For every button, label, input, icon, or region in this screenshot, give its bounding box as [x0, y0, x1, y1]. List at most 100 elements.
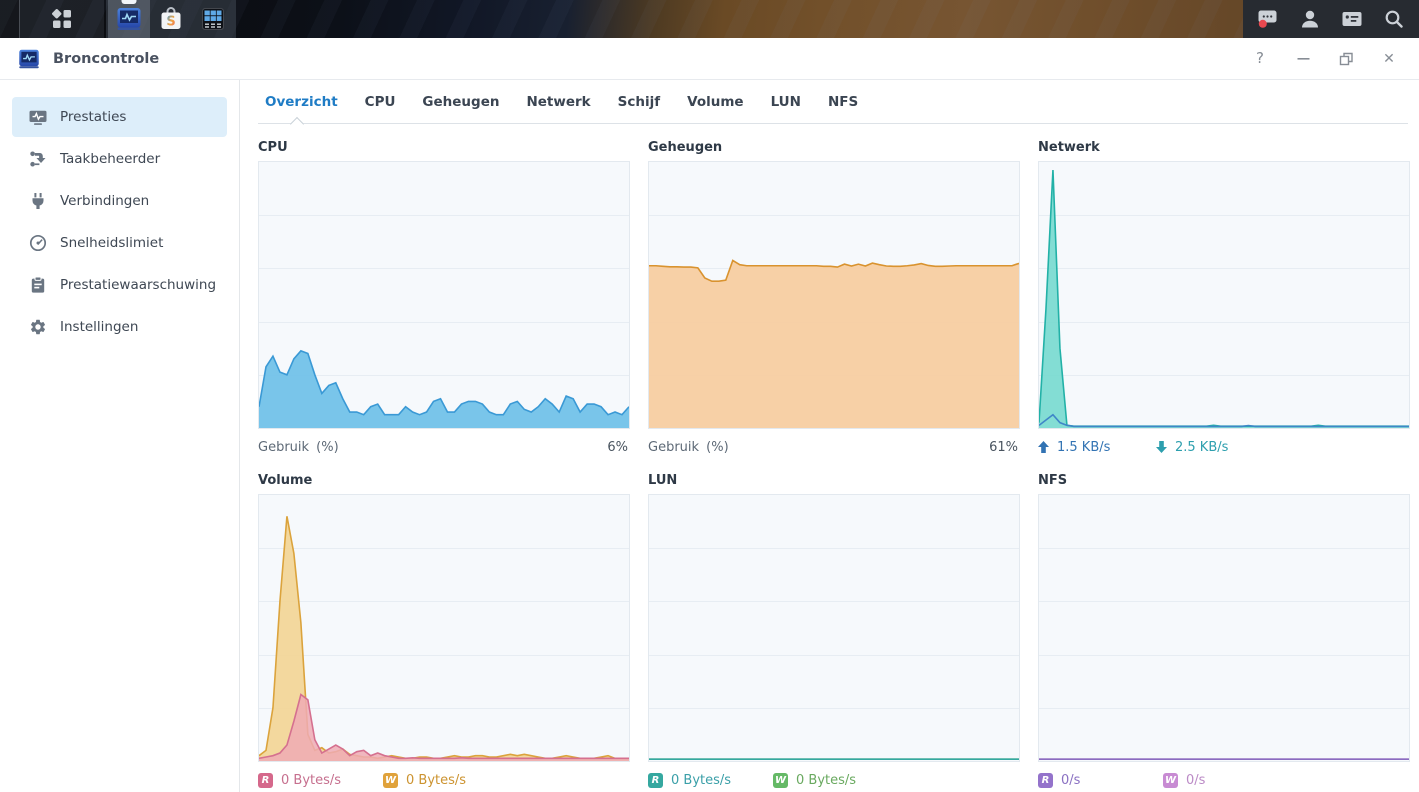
cpu-legend: Gebruik (%) 6%: [258, 439, 628, 455]
taskbar-app-resource-monitor[interactable]: [108, 0, 150, 38]
sidebar-item-label: Prestatiewaarschuwing: [60, 277, 217, 293]
sidebar-item-snelheidslimiet[interactable]: Snelheidslimiet: [12, 223, 227, 263]
lun-legend: R 0 Bytes/s W 0 Bytes/s: [648, 771, 1020, 789]
close-button[interactable]: ✕: [1381, 51, 1397, 67]
panel-cpu: CPU Gebruik (%) 6%: [258, 140, 630, 456]
read-badge: R: [648, 772, 663, 788]
help-button[interactable]: ?: [1252, 51, 1268, 67]
memory-usage-value: 61%: [989, 439, 1018, 455]
tab-netwerk[interactable]: Netwerk: [526, 94, 591, 110]
task-manager-icon: [29, 150, 47, 168]
window-titlebar[interactable]: Broncontrole ? ✕: [0, 38, 1419, 80]
app-grid-icon: [202, 8, 224, 30]
sidebar-item-prestaties[interactable]: Prestaties: [12, 97, 227, 137]
panel-netwerk: Netwerk 1.5 KB/s: [1038, 140, 1410, 456]
user-icon: [1302, 10, 1318, 28]
panel-title: Geheugen: [648, 140, 723, 155]
sidebar-item-label: Taakbeheerder: [60, 151, 161, 167]
show-desktop-edge[interactable]: [0, 0, 20, 38]
memory-legend: Gebruik (%) 61%: [648, 439, 1018, 455]
panel-lun: LUN R 0 Bytes/s W 0 By: [648, 473, 1020, 789]
tab-overzicht[interactable]: Overzicht: [265, 94, 338, 110]
nfs-write-rate: 0/s: [1186, 772, 1206, 788]
nfs-read-rate: 0/s: [1061, 772, 1081, 788]
nfs-chart: [1038, 494, 1410, 762]
panel-volume: Volume R 0 Bytes/s W 0: [258, 473, 630, 789]
read-badge: R: [1038, 772, 1053, 788]
sidebar: Prestaties Taakbeheerder: [0, 80, 240, 792]
gear-icon: [29, 318, 47, 336]
download-rate: 2.5 KB/s: [1175, 439, 1229, 455]
panel-title: Netwerk: [1038, 140, 1100, 155]
tab-bar: Overzicht CPU Geheugen Netwerk Schijf Vo…: [240, 80, 1419, 132]
plug-icon: [29, 192, 47, 210]
open-apps-group: S: [106, 0, 236, 38]
search-icon: [1385, 10, 1403, 28]
package-center-icon: S: [161, 7, 181, 30]
volume-chart: [258, 494, 630, 762]
main-menu-button[interactable]: [20, 0, 104, 38]
minimize-button[interactable]: [1295, 51, 1311, 67]
panel-title: LUN: [648, 473, 678, 488]
minimize-icon: [1297, 58, 1309, 60]
restore-button[interactable]: [1338, 51, 1354, 67]
chat-notification-icon: [1258, 10, 1277, 28]
sidebar-item-taakbeheerder[interactable]: Taakbeheerder: [12, 139, 227, 179]
sidebar-item-prestatiewaarschuwing[interactable]: Prestatiewaarschuwing: [12, 265, 227, 305]
panel-title: Volume: [258, 473, 313, 488]
read-badge: R: [258, 772, 273, 788]
panel-title: CPU: [258, 140, 288, 155]
window-title: Broncontrole: [53, 50, 160, 67]
main-content: Overzicht CPU Geheugen Netwerk Schijf Vo…: [240, 80, 1419, 792]
taskbar-tray: [1243, 0, 1419, 38]
tab-nfs[interactable]: NFS: [827, 94, 859, 110]
widgets-icon: [1342, 12, 1362, 26]
alert-report-icon: [29, 276, 47, 294]
sidebar-item-label: Verbindingen: [60, 193, 150, 209]
user-menu-button[interactable]: [1289, 0, 1331, 38]
download-arrow-icon: [1156, 441, 1167, 453]
tab-geheugen[interactable]: Geheugen: [422, 94, 500, 110]
taskbar: S: [0, 0, 1419, 38]
sidebar-item-label: Prestaties: [60, 109, 127, 125]
sidebar-item-label: Snelheidslimiet: [60, 235, 164, 251]
widgets-button[interactable]: [1331, 0, 1373, 38]
write-badge: W: [383, 772, 398, 788]
tab-lun[interactable]: LUN: [770, 94, 801, 110]
network-chart: [1038, 161, 1410, 429]
sidebar-item-instellingen[interactable]: Instellingen: [12, 307, 227, 347]
lun-write-rate: 0 Bytes/s: [796, 772, 857, 788]
svg-text:S: S: [166, 15, 175, 30]
resource-monitor-window: Broncontrole ? ✕: [0, 38, 1419, 792]
sidebar-item-label: Instellingen: [60, 319, 139, 335]
taskbar-app-grid[interactable]: [192, 0, 234, 38]
lun-read-rate: 0 Bytes/s: [671, 772, 732, 788]
search-button[interactable]: [1373, 0, 1415, 38]
volume-legend: R 0 Bytes/s W 0 Bytes/s: [258, 771, 630, 789]
tab-cpu[interactable]: CPU: [364, 94, 396, 110]
window-app-icon: [19, 49, 39, 68]
lun-chart: [648, 494, 1020, 762]
upload-rate: 1.5 KB/s: [1057, 439, 1111, 455]
tab-schijf[interactable]: Schijf: [617, 94, 661, 110]
tab-volume[interactable]: Volume: [687, 94, 744, 110]
cpu-chart: [258, 161, 630, 429]
restore-icon: [1339, 52, 1353, 65]
upload-arrow-icon: [1038, 441, 1049, 453]
active-app-indicator: [121, 0, 137, 4]
main-menu-icon: [52, 9, 71, 28]
panel-title: NFS: [1038, 473, 1068, 488]
volume-read-rate: 0 Bytes/s: [281, 772, 342, 788]
sidebar-item-verbindingen[interactable]: Verbindingen: [12, 181, 227, 221]
taskbar-app-package-center[interactable]: S: [150, 0, 192, 38]
panel-nfs: NFS R 0/s W 0/s: [1038, 473, 1410, 789]
tab-underline: [258, 123, 1408, 124]
network-legend: 1.5 KB/s 2.5 KB/s: [1038, 438, 1410, 456]
panel-geheugen: Geheugen Gebruik (%) 61%: [648, 140, 1020, 456]
resource-monitor-icon: [117, 8, 141, 30]
write-badge: W: [1163, 772, 1178, 788]
volume-write-rate: 0 Bytes/s: [406, 772, 467, 788]
performance-icon: [29, 108, 47, 126]
notifications-button[interactable]: [1247, 0, 1289, 38]
